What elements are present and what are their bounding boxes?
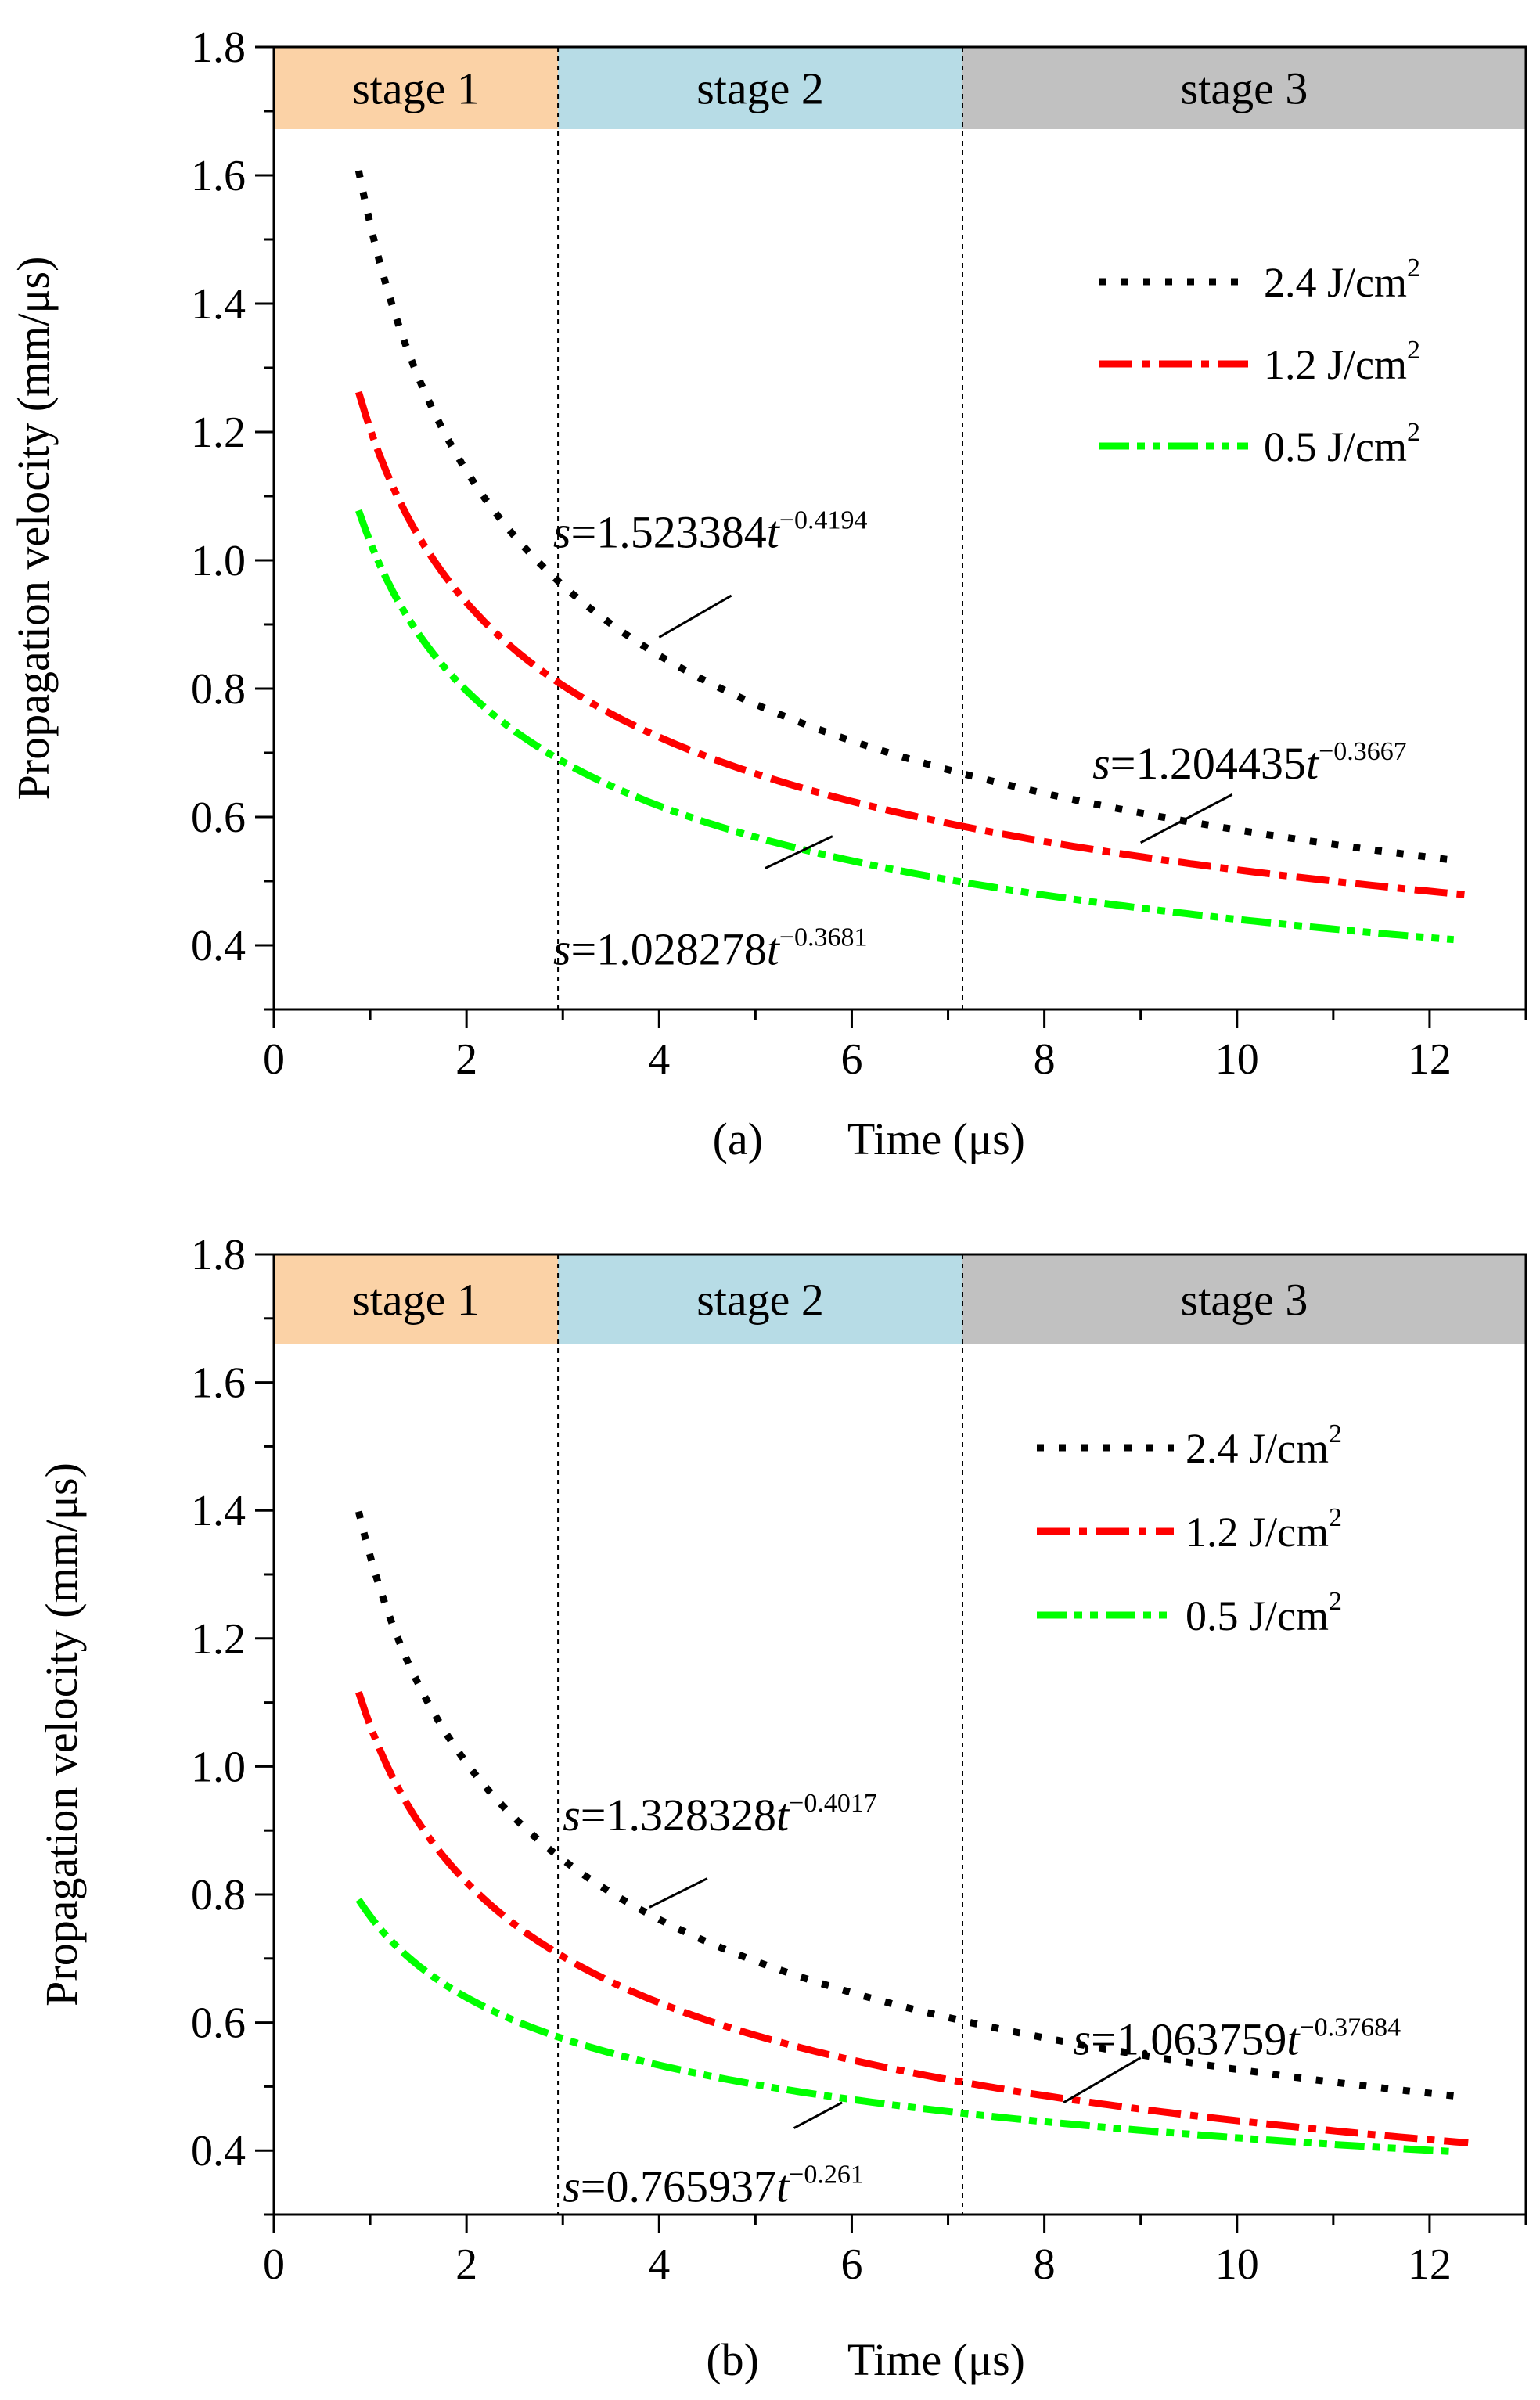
- chart-panel-b: stage 1 stage 2 stage 3 0 2 4 6 8 10 12 0.4 0.6 0.8 1…: [36, 1231, 1527, 2385]
- stage-label-3: stage 3: [1181, 63, 1308, 114]
- legend: 2.4 J/cm2 1.2 J/cm2 0.5 J/cm2: [1037, 1419, 1342, 1639]
- y-tick-label: 1.0: [191, 1743, 246, 1791]
- plot-frame: [272, 45, 1527, 1011]
- stage-band-3: [962, 47, 1526, 129]
- series-line-2-4: [354, 170, 1455, 864]
- x-tick-label: 2: [455, 2240, 477, 2289]
- series-line-0-5: [355, 1898, 1454, 2156]
- x-tick-label: 0: [263, 1035, 285, 1084]
- fit-equation: s=1.328328t−0.4017: [563, 1789, 877, 1840]
- series-line-0-5: [355, 509, 1455, 944]
- annotation-leader: [1063, 2056, 1142, 2104]
- stage-label-2: stage 2: [696, 63, 824, 114]
- annotation-leader: [649, 1877, 708, 1909]
- y-tick-label: 0.4: [191, 922, 246, 970]
- y-tick-label: 1.0: [191, 537, 246, 585]
- stage-label-1: stage 1: [352, 1275, 480, 1326]
- y-tick-label: 0.6: [191, 793, 246, 842]
- panel-label: (a): [713, 1114, 763, 1164]
- legend-label: 2.4 J/cm2: [1186, 1419, 1342, 1472]
- x-tick-label: 4: [648, 1035, 670, 1084]
- legend-label: 0.5 J/cm2: [1264, 418, 1420, 470]
- fit-equation: s=1.028278t−0.3681: [553, 923, 868, 975]
- annotation-leader: [658, 594, 732, 639]
- y-tick-label: 1.4: [191, 280, 246, 329]
- x-tick-label: 8: [1034, 1035, 1056, 1084]
- x-tick-label: 4: [648, 2240, 670, 2289]
- x-tick-label: 12: [1408, 2240, 1452, 2289]
- y-tick-label: 1.2: [191, 1615, 246, 1664]
- x-tick-label: 12: [1408, 1035, 1452, 1084]
- series-line-1-2: [355, 1690, 1469, 2146]
- legend: 2.4 J/cm2 1.2 J/cm2 0.5 J/cm2: [1099, 254, 1420, 470]
- legend-label: 1.2 J/cm2: [1186, 1503, 1342, 1556]
- y-tick-label: 0.6: [191, 1999, 246, 2048]
- y-tick-label: 1.6: [191, 1359, 246, 1408]
- y-axis-title: Propagation velocity (mm/μs): [8, 257, 59, 801]
- annotation-leader: [1139, 793, 1233, 844]
- series-line-1-2: [354, 390, 1469, 899]
- x-tick-label: 6: [840, 1035, 862, 1084]
- fit-equation: s=1.204435t−0.3667: [1092, 737, 1407, 789]
- y-tick-label: 1.6: [191, 152, 246, 200]
- stage-band-1: [274, 1254, 559, 1344]
- x-tick-label: 8: [1034, 2240, 1056, 2289]
- stage-label-2: stage 2: [696, 1275, 824, 1326]
- x-tick-label: 2: [455, 1035, 477, 1084]
- legend-label: 1.2 J/cm2: [1264, 336, 1420, 388]
- y-tick-label: 0.4: [191, 2127, 246, 2175]
- stage-label-1: stage 1: [352, 63, 480, 114]
- y-tick-label: 1.8: [191, 23, 246, 72]
- stage-band-2: [558, 47, 962, 129]
- y-tick-label: 0.8: [191, 665, 246, 714]
- y-tick-label: 1.2: [191, 408, 246, 457]
- plot-frame: [272, 1253, 1527, 2216]
- legend-label: 0.5 J/cm2: [1186, 1587, 1342, 1639]
- stage-band-2: [558, 1254, 962, 1344]
- annotation-leader: [765, 835, 833, 869]
- x-tick-label: 6: [840, 2240, 862, 2289]
- y-tick-label: 0.8: [191, 1871, 246, 1920]
- annotation-leader: [793, 2101, 843, 2129]
- x-axis-title: Time (μs): [847, 1114, 1025, 1164]
- y-axis-title: Propagation velocity (mm/μs): [36, 1463, 87, 2006]
- x-tick-label: 10: [1215, 1035, 1259, 1084]
- legend-label: 2.4 J/cm2: [1264, 254, 1420, 306]
- y-tick-label: 1.4: [191, 1487, 246, 1535]
- x-tick-label: 10: [1215, 2240, 1259, 2289]
- stage-label-3: stage 3: [1181, 1275, 1308, 1326]
- x-tick-label: 0: [263, 2240, 285, 2289]
- chart-panel-a: stage 1 stage 2 stage 3 0 2 4 6 8 10 12 0.4 0.6 0.8 1…: [8, 23, 1527, 1164]
- fit-equation: s=1.523384t−0.4194: [553, 506, 868, 558]
- stage-band-1: [274, 47, 559, 129]
- fit-equation: s=0.765937t−0.261: [563, 2161, 864, 2212]
- stage-band-3: [962, 1254, 1526, 1344]
- x-axis-title: Time (μs): [847, 2334, 1025, 2385]
- fit-equation: s=1.063759t−0.37684: [1074, 2013, 1401, 2065]
- panel-label: (b): [706, 2334, 759, 2385]
- y-tick-label: 1.8: [191, 1231, 246, 1279]
